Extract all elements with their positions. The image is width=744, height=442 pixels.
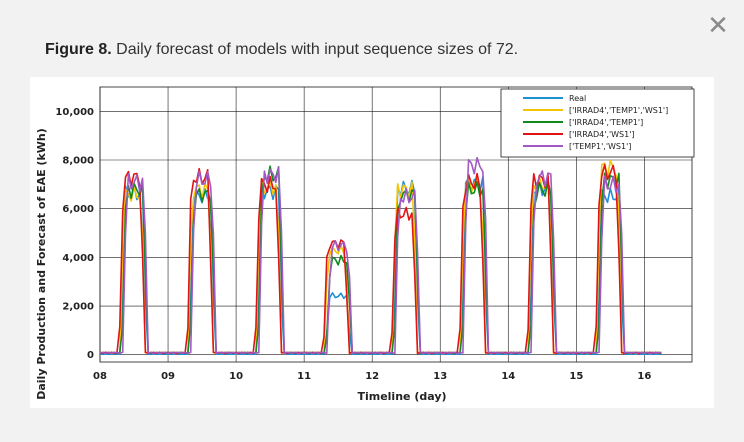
figure-caption: Figure 8. Daily forecast of models with … [45,41,518,59]
x-tick-label: 14 [501,371,515,382]
x-tick-label: 16 [637,371,651,382]
series-line-4 [99,156,662,355]
x-tick-label: 08 [93,371,107,382]
x-tick-label: 10 [229,371,243,382]
series-line-3 [99,163,662,355]
x-tick-label: 11 [297,371,311,382]
y-tick-label: 2,000 [62,302,94,313]
x-tick-label: 15 [569,371,583,382]
chart-figure: 0 2,000 4,000 6,000 8,000 10,000 08 09 10 11 12 13 1… [30,77,714,408]
y-tick-label: 4,000 [62,253,94,264]
x-tick-label: 12 [365,371,379,382]
y-tick-label: 8,000 [62,156,94,167]
legend-label-3: ['IRRAD4','WS1'] [569,130,635,139]
legend-label-2: ['IRRAD4','TEMP1'] [569,118,643,127]
y-tick-label: 6,000 [62,204,94,215]
x-axis-title: Timeline (day) [357,390,446,403]
series-line-2 [99,165,662,355]
plot-area-border [99,86,693,363]
axis-layer: 0 2,000 4,000 6,000 8,000 10,000 08 09 10 11 12 13 1… [55,86,693,382]
chart-svg: 0 2,000 4,000 6,000 8,000 10,000 08 09 10 11 12 13 1… [35,86,695,403]
close-button[interactable]: ✕ [707,11,729,41]
figure-caption-text: Daily forecast of models with input sequ… [111,41,519,58]
grid-layer [99,87,692,362]
series-line-0 [100,176,662,355]
legend-label-4: ['TEMP1','WS1'] [569,142,631,151]
legend-label-1: ['IRRAD4','TEMP1','WS1'] [569,106,668,115]
figure-label: Figure 8. [45,41,112,58]
legend-label-0: Real [569,94,586,103]
y-tick-label: 0 [87,350,94,361]
x-tick-label: 09 [161,371,175,382]
x-tick-label: 13 [433,371,447,382]
y-tick-label: 10,000 [55,107,94,118]
series-layer [99,156,662,355]
y-axis-title: Daily Production and Forecast of EAE (kW… [35,128,48,400]
legend: Real ['IRRAD4','TEMP1','WS1'] ['IRRAD4','T… [500,88,695,158]
